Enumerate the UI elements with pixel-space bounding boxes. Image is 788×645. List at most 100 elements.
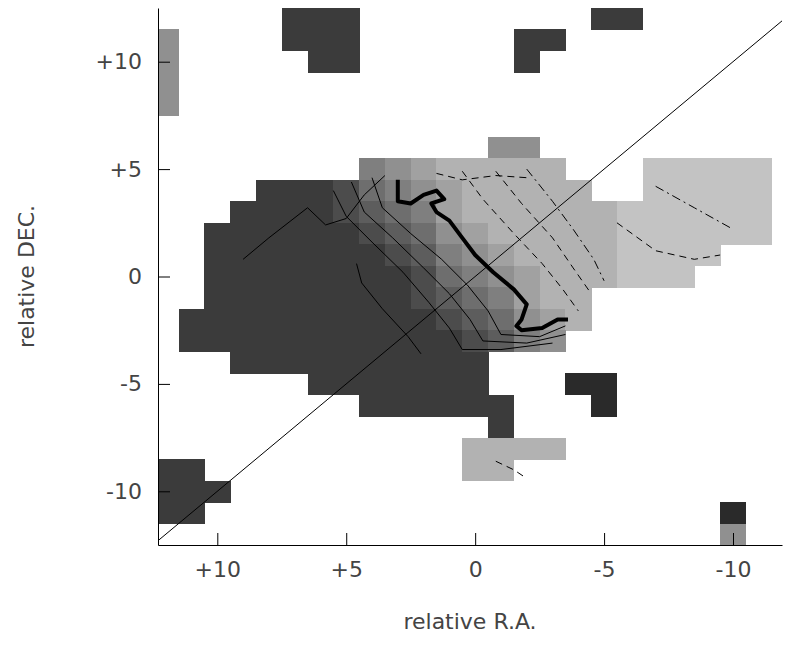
cell — [514, 51, 540, 73]
cell — [617, 266, 643, 288]
cell — [359, 395, 385, 417]
cell — [488, 459, 514, 481]
cell — [282, 266, 308, 288]
cell — [308, 244, 334, 266]
cell — [462, 180, 488, 202]
cell — [591, 266, 617, 288]
cell — [411, 223, 437, 245]
cell — [411, 287, 437, 309]
plot-area — [158, 8, 782, 545]
y-tick: -10 — [106, 479, 170, 504]
cell — [204, 309, 230, 331]
chart-svg: +10+50-5-10+10+50-5-10relative R.A.relat… — [0, 0, 788, 645]
x-axis: +10+50-5-10 — [159, 533, 783, 582]
cell — [488, 309, 514, 331]
cell — [540, 158, 566, 180]
cell — [256, 330, 282, 352]
x-axis-title: relative R.A. — [403, 609, 536, 634]
cell — [436, 244, 462, 266]
y-tick: +5 — [110, 157, 170, 182]
cell — [385, 352, 411, 374]
cell — [591, 8, 617, 30]
cell — [359, 330, 385, 352]
cell — [308, 29, 334, 51]
contour-line — [243, 176, 385, 260]
cell — [359, 287, 385, 309]
cell — [514, 180, 540, 202]
cell — [158, 29, 179, 51]
x-tick-mark — [346, 533, 347, 545]
cell — [359, 309, 385, 331]
cell — [746, 158, 772, 180]
cell — [514, 438, 540, 460]
x-tick: -5 — [594, 533, 616, 582]
cell — [411, 395, 437, 417]
cell — [436, 395, 462, 417]
cell — [204, 287, 230, 309]
cell — [179, 309, 205, 331]
cell — [669, 223, 695, 245]
cell — [230, 223, 256, 245]
cell — [333, 309, 359, 331]
cell — [333, 352, 359, 374]
y-tick-mark — [158, 169, 170, 170]
cell — [565, 244, 591, 266]
cell — [282, 201, 308, 223]
cell — [308, 309, 334, 331]
cell — [282, 352, 308, 374]
cell — [462, 395, 488, 417]
cell — [256, 309, 282, 331]
contour-line — [462, 171, 578, 311]
cell — [462, 438, 488, 460]
cell — [230, 287, 256, 309]
cell — [488, 137, 514, 159]
cell — [591, 373, 617, 395]
cell — [204, 330, 230, 352]
cell — [488, 395, 514, 417]
cell — [436, 373, 462, 395]
cell — [488, 223, 514, 245]
cell — [565, 223, 591, 245]
cell — [308, 373, 334, 395]
y-tick-label: -5 — [120, 371, 142, 396]
cell — [158, 51, 179, 73]
x-tick-mark — [733, 533, 734, 545]
cell — [565, 266, 591, 288]
y-tick-label: 0 — [128, 264, 142, 289]
cell — [488, 416, 514, 438]
cell — [158, 502, 179, 524]
y-tick-label: -10 — [106, 479, 142, 504]
cell — [462, 201, 488, 223]
y-tick-mark — [158, 491, 170, 492]
cell — [158, 459, 179, 481]
cell — [308, 51, 334, 73]
x-tick: -10 — [716, 533, 752, 582]
cell — [514, 266, 540, 288]
contour-line — [398, 180, 568, 330]
cell — [694, 180, 720, 202]
cell — [282, 330, 308, 352]
cell — [308, 352, 334, 374]
cell — [462, 309, 488, 331]
diagonal-line — [158, 8, 782, 545]
x-tick-mark — [604, 533, 605, 545]
cell — [540, 244, 566, 266]
cell — [462, 459, 488, 481]
cell — [308, 8, 334, 30]
cell — [333, 244, 359, 266]
cell — [488, 287, 514, 309]
cell — [385, 287, 411, 309]
cell — [540, 223, 566, 245]
cell — [333, 29, 359, 51]
cell — [256, 266, 282, 288]
x-tick-mark — [217, 533, 218, 545]
cell — [230, 309, 256, 331]
cell — [669, 180, 695, 202]
cell — [256, 223, 282, 245]
cell — [436, 352, 462, 374]
cell — [411, 158, 437, 180]
cell — [256, 287, 282, 309]
cell — [359, 180, 385, 202]
contour-line — [656, 186, 733, 229]
cell — [669, 201, 695, 223]
